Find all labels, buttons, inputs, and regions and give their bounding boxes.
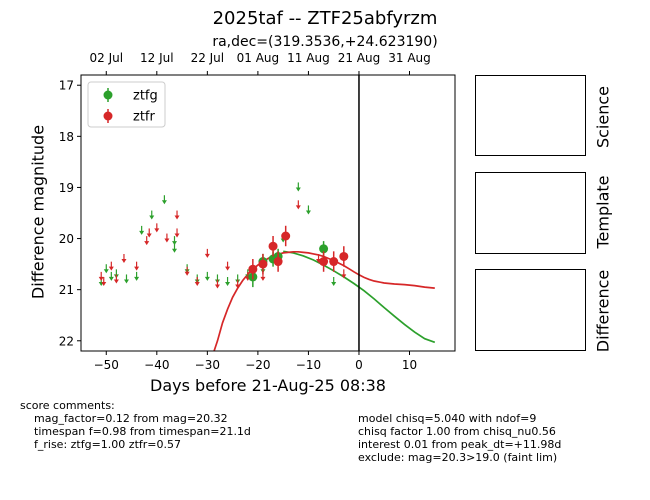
y-tick-label: 19 xyxy=(59,181,74,195)
x-tick-label: −40 xyxy=(144,358,169,372)
top-x-tick-label: 31 Aug xyxy=(388,51,431,65)
upper-limit-ztfg xyxy=(331,277,337,286)
upper-limit-ztfg xyxy=(139,225,145,235)
y-tick-label: 20 xyxy=(59,232,74,246)
detection-ztfr xyxy=(248,259,258,280)
top-x-tick-label: 21 Aug xyxy=(338,51,381,65)
plot-frame xyxy=(80,74,456,352)
score-comment-line: mag_factor=0.12 from mag=20.32 xyxy=(34,412,228,425)
score-comments-heading: score comments: xyxy=(20,399,115,412)
upper-limit-ztfr xyxy=(121,254,127,263)
upper-limit-ztfr xyxy=(108,261,114,271)
legend-label: ztfg xyxy=(133,89,158,104)
template-image-panel xyxy=(475,172,586,254)
upper-limit-ztfr xyxy=(144,236,150,246)
upper-limit-ztfr xyxy=(98,271,104,281)
difference-label: Difference xyxy=(593,269,613,353)
upper-limit-ztfr xyxy=(214,279,220,289)
upper-limit-ztfr xyxy=(225,261,231,271)
y-tick-label: 22 xyxy=(59,334,74,348)
upper-limit-ztfg xyxy=(123,274,129,284)
model-comment-line: chisq factor 1.00 from chisq_nu0.56 xyxy=(358,425,556,438)
upper-limit-ztfr xyxy=(134,261,140,271)
science-image-panel xyxy=(475,75,586,156)
y-tick-label: 21 xyxy=(59,283,74,297)
x-tick-label: −10 xyxy=(296,358,321,372)
top-x-tick-label: 02 Jul xyxy=(89,51,123,65)
detection-ztfr xyxy=(339,246,349,267)
top-x-tick-label: 01 Aug xyxy=(237,51,280,65)
model-comment-line: model chisq=5.040 with ndof=9 xyxy=(358,412,537,425)
upper-limit-ztfr xyxy=(204,248,210,258)
upper-limit-ztfr xyxy=(113,274,119,284)
upper-limit-ztfr xyxy=(174,210,180,220)
x-tick-label: 10 xyxy=(402,358,417,372)
model-comment-line: interest 0.01 from peak_dt=+11.98d xyxy=(358,438,562,451)
y-tick-label: 17 xyxy=(59,79,74,93)
upper-limit-ztfg xyxy=(172,236,177,246)
legend: ztfg ztfr xyxy=(87,81,166,128)
upper-limit-ztfg xyxy=(295,182,301,192)
template-label: Template xyxy=(593,175,613,249)
upper-limit-ztfg xyxy=(134,271,140,281)
upper-limit-ztfr xyxy=(184,266,190,276)
detection-ztfr xyxy=(329,251,339,272)
upper-limit-ztfr xyxy=(164,233,170,243)
upper-limit-ztfr xyxy=(235,279,241,289)
chart-title: 2025taf -- ZTF25abfyrzm xyxy=(212,8,438,29)
legend-marker xyxy=(103,90,113,100)
score-comments: score comments: mag_factor=0.12 from mag… xyxy=(20,399,251,451)
y-axis-label: Difference magnitude xyxy=(28,124,48,300)
x-tick-label: −20 xyxy=(245,358,270,372)
upper-limit-ztfr xyxy=(295,200,301,210)
detection-ztfr xyxy=(258,253,268,275)
y-tick-label: 18 xyxy=(59,130,74,144)
upper-limit-ztfg xyxy=(103,264,109,274)
detection-ztfr xyxy=(281,225,291,247)
upper-limit-ztfr xyxy=(174,228,180,238)
top-x-tick-label: 22 Jul xyxy=(191,51,225,65)
legend-label: ztfr xyxy=(133,110,155,125)
upper-limit-ztfr xyxy=(146,228,152,238)
upper-limit-ztfg xyxy=(305,205,311,215)
upper-limit-ztfg xyxy=(225,277,231,286)
upper-limit-ztfg xyxy=(149,210,155,220)
upper-limit-ztfg xyxy=(204,271,210,281)
upper-limit-ztfg xyxy=(108,271,114,281)
x-tick-label: −50 xyxy=(94,358,119,372)
detection-ztfr xyxy=(268,236,278,257)
model-curve-ztfr xyxy=(213,250,435,351)
upper-limit-ztfr xyxy=(194,277,200,286)
score-comment-line: timespan f=0.98 from timespan=21.1d xyxy=(34,425,251,438)
detection-ztfr xyxy=(319,251,329,272)
legend-entry-ztfg: ztfg xyxy=(103,88,158,104)
x-tick-label: 0 xyxy=(355,358,363,372)
top-x-tick-label: 12 Jul xyxy=(140,51,174,65)
x-axis-label: Days before 21-Aug-25 08:38 xyxy=(150,376,386,395)
plot-content xyxy=(98,182,436,351)
chart-subtitle: ra,dec=(319.3536,+24.623190) xyxy=(212,34,438,50)
top-x-tick-label: 11 Aug xyxy=(287,51,330,65)
score-comment-line: f_rise: ztfg=1.00 ztfr=0.57 xyxy=(34,438,181,451)
upper-limit-ztfg xyxy=(161,195,167,205)
upper-limit-ztfg xyxy=(172,243,177,253)
upper-limit-ztfr xyxy=(341,269,347,279)
legend-entry-ztfr: ztfr xyxy=(103,109,155,125)
upper-limit-ztfr xyxy=(101,277,107,286)
model-comments: model chisq=5.040 with ndof=9 chisq fact… xyxy=(358,412,561,464)
x-tick-label: −30 xyxy=(195,358,220,372)
difference-image-panel xyxy=(475,269,586,351)
legend-marker xyxy=(103,111,113,121)
science-label: Science xyxy=(593,85,613,149)
detection-ztfr xyxy=(273,251,283,272)
upper-limit-ztfr xyxy=(154,223,160,233)
model-comment-line: exclude: mag=20.3>19.0 (faint lim) xyxy=(358,451,558,464)
